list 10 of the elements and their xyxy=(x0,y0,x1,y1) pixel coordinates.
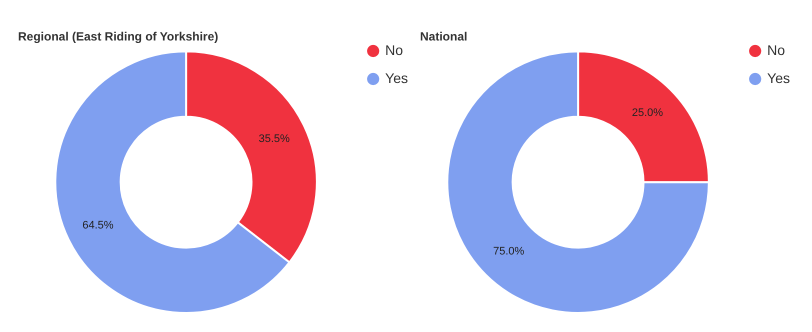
chart-title: National xyxy=(420,30,468,44)
legend-label: No xyxy=(385,42,404,58)
legend-label: No xyxy=(767,42,786,58)
chart-title: Regional (East Riding of Yorkshire) xyxy=(18,30,218,44)
data-label: 75.0% xyxy=(493,246,525,258)
legend-label: Yes xyxy=(767,70,790,86)
data-label: 64.5% xyxy=(82,219,114,232)
legend-label: Yes xyxy=(385,70,408,86)
data-label: 35.5% xyxy=(258,133,290,146)
data-label: 25.0% xyxy=(632,106,664,119)
